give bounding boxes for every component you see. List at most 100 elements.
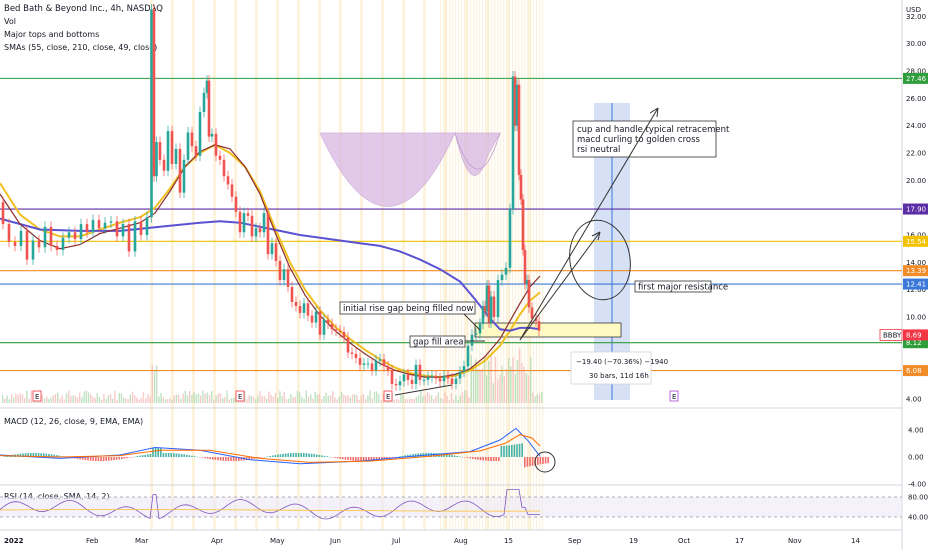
volume-bar [48,399,50,403]
macd-histogram-bar [58,455,61,457]
macd-histogram-bar [284,453,287,457]
volume-bar [171,399,173,403]
volume-bar [519,348,521,403]
volume-bar [303,398,305,403]
volume-bar [116,399,118,403]
price-candle [481,306,485,324]
volume-bar [123,397,125,403]
macd-histogram-bar [43,453,45,457]
volume-bar [442,399,444,403]
rsi-legend[interactable]: RSI (14, close, SMA, 14, 2) [4,492,110,501]
volume-bar [10,394,13,403]
price-candle [537,321,541,331]
volume-bar [59,398,61,403]
volume-bar [402,394,404,403]
volume-legend[interactable]: Vol [4,17,16,26]
volume-bar [4,398,6,403]
session-stripe [423,0,426,530]
session-stripe [491,0,493,530]
volume-bar [167,399,169,403]
price-candle [466,345,470,367]
price-candle [202,92,206,112]
earnings-marker-0 [32,390,42,402]
level-price-tag [903,72,928,84]
session-stripe [497,0,499,530]
price-candle [133,221,137,252]
volume-bar [510,366,512,403]
macd-histogram-bar [305,453,308,457]
price-candle [511,76,515,210]
macd-histogram-bar [76,457,79,460]
volume-bar [428,393,431,403]
macd-histogram-bar [490,457,492,461]
session-stripe [467,0,469,530]
price-candle [282,269,286,281]
macd-histogram-bar [178,453,180,457]
price-candle [342,332,346,338]
macd-histogram-bar [157,447,159,457]
macd-histogram-bar [461,456,464,458]
cup-note-box [572,120,717,158]
price-candle [410,379,414,384]
macd-histogram-bar [495,457,497,462]
volume-bar [125,398,127,403]
macd-histogram-bar [115,457,118,460]
price-candle [37,240,41,248]
volume-bar [195,394,197,403]
price-candle [214,133,218,156]
price-candle [430,375,434,378]
volume-bar [178,394,180,403]
price-candle [174,148,178,164]
volume-bar [224,396,226,403]
macd-histogram-bar [227,457,230,462]
macd-histogram-bar [404,455,406,457]
macd-histogram-bar [537,457,539,465]
session-stripe [171,0,174,530]
macd-histogram-bar [95,457,97,462]
level-price-tag [903,365,928,377]
tops-bottoms-legend[interactable]: Major tops and bottoms [4,30,100,39]
volume-bar [464,390,466,403]
session-stripe [518,0,520,530]
session-stripe [528,0,531,530]
price-candle [155,142,158,177]
session-stripe [449,0,451,530]
macd-histogram-bar [196,456,198,458]
volume-bar [261,396,263,403]
macd-histogram-bar [69,457,71,458]
macd-histogram-bar [360,457,362,462]
volume-bar [206,392,208,403]
volume-bar [211,391,213,403]
volume-bar [134,395,136,403]
macd-histogram-bar [329,456,331,458]
sma-legend[interactable]: SMAs (55, close, 210, close, 49, close) [4,43,158,52]
price-candle [234,196,238,212]
measure-box [570,351,652,385]
price-candle [402,374,406,382]
session-stripe [476,0,478,530]
volume-bar [208,395,211,403]
volume-bar [21,394,24,403]
volume-bar [103,394,105,403]
volume-bar [283,392,285,403]
volume-bar [266,398,268,403]
session-stripe [452,0,454,530]
macd-histogram-bar [212,457,214,460]
macd-histogram-bar [6,455,9,457]
price-candle [483,306,487,312]
macd-histogram-bar [217,457,219,461]
session-stripe [443,0,445,530]
rsi-sma-line [0,509,541,512]
macd-legend[interactable]: MACD (12, 26, close, 9, EMA, EMA) [4,417,144,426]
session-stripe [470,0,472,530]
volume-bar [13,397,15,403]
macd-histogram-bar [30,452,32,457]
volume-bar [189,391,191,403]
x-tick-label: 15 [504,537,513,545]
session-stripe [539,0,541,530]
macd-histogram-bar [526,457,529,467]
price-candle [515,84,519,126]
volume-bar [109,394,112,403]
macd-histogram-bar [456,455,458,457]
